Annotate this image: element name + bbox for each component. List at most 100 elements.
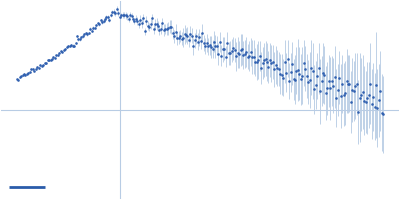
- Point: [332, 76, 338, 79]
- Point: [206, 44, 213, 47]
- Point: [193, 35, 200, 38]
- Point: [196, 36, 202, 39]
- Point: [171, 35, 178, 38]
- Point: [298, 78, 304, 81]
- Point: [24, 72, 30, 76]
- Point: [106, 18, 113, 22]
- Point: [192, 39, 198, 42]
- Point: [176, 36, 182, 39]
- Point: [136, 22, 142, 25]
- Point: [248, 50, 254, 53]
- Point: [150, 28, 157, 31]
- Point: [290, 78, 297, 81]
- Point: [346, 82, 353, 85]
- Point: [180, 36, 186, 39]
- Point: [125, 17, 132, 21]
- Point: [321, 73, 328, 76]
- Point: [144, 24, 151, 27]
- Point: [108, 13, 114, 17]
- Point: [93, 24, 99, 27]
- Point: [282, 60, 288, 63]
- Point: [62, 47, 68, 51]
- Point: [194, 40, 201, 43]
- Point: [43, 62, 49, 65]
- Point: [320, 71, 326, 75]
- Point: [162, 28, 168, 31]
- Point: [27, 71, 33, 74]
- Point: [292, 78, 298, 81]
- Point: [234, 51, 241, 54]
- Point: [133, 17, 139, 20]
- Point: [97, 19, 104, 22]
- Point: [146, 26, 152, 29]
- Point: [276, 68, 282, 71]
- Point: [99, 21, 105, 24]
- Point: [34, 66, 40, 69]
- Point: [96, 23, 102, 26]
- Point: [168, 25, 174, 29]
- Point: [376, 99, 382, 102]
- Point: [339, 82, 345, 86]
- Point: [370, 95, 376, 99]
- Point: [88, 29, 95, 32]
- Point: [143, 19, 150, 22]
- Point: [268, 62, 275, 65]
- Point: [256, 54, 263, 57]
- Point: [278, 73, 285, 76]
- Point: [184, 34, 191, 37]
- Point: [273, 63, 279, 66]
- Point: [211, 40, 217, 43]
- Point: [236, 53, 242, 56]
- Point: [308, 66, 314, 69]
- Point: [217, 41, 223, 44]
- Point: [60, 49, 67, 52]
- Point: [78, 35, 85, 38]
- Point: [212, 45, 219, 48]
- Point: [224, 42, 230, 45]
- Point: [367, 82, 373, 85]
- Point: [155, 25, 161, 28]
- Point: [265, 65, 272, 68]
- Point: [233, 55, 239, 58]
- Point: [81, 33, 88, 36]
- Point: [127, 14, 133, 17]
- Point: [159, 21, 166, 25]
- Point: [189, 34, 195, 37]
- Point: [310, 70, 316, 73]
- Point: [19, 74, 26, 77]
- Point: [142, 30, 148, 33]
- Point: [130, 18, 136, 21]
- Point: [186, 38, 192, 41]
- Point: [38, 64, 45, 67]
- Point: [239, 48, 245, 51]
- Point: [15, 78, 21, 81]
- Point: [352, 84, 358, 87]
- Point: [86, 31, 92, 34]
- Point: [77, 38, 83, 41]
- Point: [264, 61, 270, 64]
- Point: [165, 27, 172, 30]
- Point: [128, 15, 135, 18]
- Point: [314, 75, 320, 78]
- Point: [183, 33, 189, 36]
- Point: [198, 40, 204, 43]
- Point: [232, 48, 238, 52]
- Point: [377, 89, 384, 93]
- Point: [326, 79, 332, 82]
- Point: [158, 28, 164, 31]
- Point: [240, 54, 247, 57]
- Point: [124, 15, 130, 18]
- Point: [258, 66, 264, 70]
- Point: [342, 92, 348, 95]
- Point: [32, 67, 39, 70]
- Point: [149, 17, 155, 20]
- Point: [277, 72, 284, 76]
- Point: [71, 44, 77, 47]
- Point: [227, 52, 233, 55]
- Point: [44, 59, 51, 62]
- Point: [103, 16, 110, 19]
- Point: [243, 50, 250, 53]
- Point: [187, 32, 194, 35]
- Point: [115, 12, 122, 15]
- Point: [246, 55, 252, 58]
